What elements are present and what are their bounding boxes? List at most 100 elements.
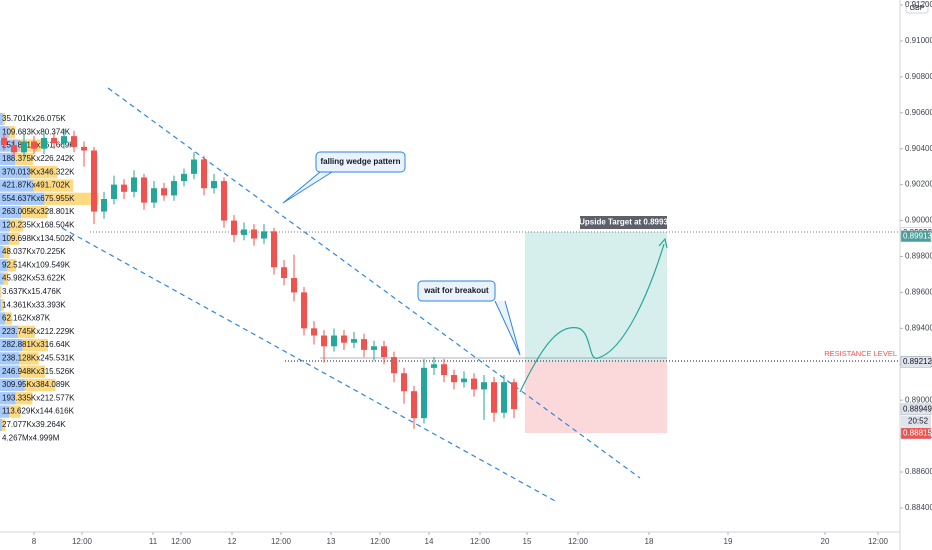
projection-arrow	[519, 243, 665, 393]
profile-sell	[44, 192, 99, 205]
x-tick-label: 18	[645, 537, 654, 546]
candle-body	[441, 364, 447, 376]
plot: 35.701Kx26.075K 109.683Kx80.374K 251.881Kx…	[0, 112, 517, 442]
profile-total: 4.267Mx4.999M	[2, 433, 60, 442]
profile-sell	[9, 219, 24, 232]
profile-buy	[0, 338, 23, 352]
candle-body	[461, 378, 467, 383]
profile-sell	[33, 179, 74, 192]
candle-body	[251, 229, 257, 239]
candle-body	[451, 375, 457, 383]
profile-sell	[2, 418, 6, 432]
candle-body	[161, 188, 167, 196]
profile-buy	[0, 325, 18, 338]
price-tag-label: 0.89212	[903, 357, 932, 366]
profile-sell	[21, 205, 48, 219]
profile-sell	[8, 232, 20, 245]
profile-sell	[8, 126, 16, 139]
profile-sell	[9, 405, 21, 418]
candle-body	[231, 220, 237, 235]
profile-buy	[0, 272, 4, 285]
x-tick-label: 11	[149, 537, 158, 546]
profile-sell	[2, 112, 5, 126]
profile-sell	[19, 352, 39, 365]
axes: 0.91200 0.91000 0.90800 0.90600 0.90400 0.902…	[32, 0, 932, 546]
y-tick-label: 0.89400	[905, 323, 932, 332]
candle-body	[401, 373, 407, 392]
profile-label: 92.514Kx109.549K	[2, 260, 71, 269]
candle-body	[151, 188, 157, 203]
countdown-box	[901, 415, 931, 427]
profile-label: 109.683Kx80.374K	[2, 127, 71, 136]
candle-body	[471, 378, 477, 390]
callout-box	[315, 151, 406, 173]
profile-label: 27.077Kx39.264K	[2, 420, 66, 429]
resistance-label: RESISTANCE LEVEL	[824, 349, 897, 358]
y-tick-label: 0.90200	[905, 180, 932, 189]
profile-buy	[0, 126, 9, 139]
profile-label: 238.128Kx245.531K	[2, 354, 75, 363]
candle-body	[101, 199, 107, 212]
candle-body	[381, 346, 387, 358]
profile-label: 554.637Kx675.955K	[2, 194, 75, 203]
y-tick-label: 0.91000	[905, 36, 932, 45]
y-tick-label: 0.89000	[905, 395, 932, 404]
price-tag	[900, 356, 932, 368]
y-tick-label: 0.89600	[905, 288, 932, 297]
callout-text: wait for breakout	[423, 286, 489, 295]
candle-body	[321, 335, 327, 347]
profile-buy	[0, 312, 5, 325]
callout-box	[417, 280, 496, 302]
x-tick-label: 14	[425, 537, 434, 546]
profile-label: 251.881Kx261.669K	[2, 141, 75, 150]
y-tick-label: 0.90800	[905, 72, 932, 81]
profile-label: 188.375Kx226.242K	[2, 154, 75, 163]
profile-sell	[3, 272, 8, 285]
countdown: 20:52	[908, 416, 929, 425]
x-tick-label: 19	[724, 537, 733, 546]
candle-body	[211, 181, 217, 189]
candle-body	[71, 136, 77, 147]
price-tag	[900, 230, 932, 242]
candle-body	[91, 150, 97, 212]
profile-sell	[24, 378, 56, 392]
x-tick-label: 12:00	[171, 537, 192, 546]
profile-sell	[4, 312, 12, 325]
profile-sell	[0, 285, 2, 299]
drawings	[61, 87, 900, 503]
profile-sell	[22, 338, 48, 352]
profile-label: 263.005Kx328.801K	[2, 207, 75, 216]
candle-body	[141, 177, 147, 203]
profile-buy	[0, 352, 20, 365]
candle-body	[81, 146, 87, 151]
target-zone	[525, 232, 667, 361]
candle-body	[341, 335, 347, 343]
x-tick-label: 12:00	[370, 537, 391, 546]
profile-label: 113.629Kx144.616K	[2, 407, 75, 416]
x-tick-label: 15	[523, 537, 532, 546]
profile-buy	[0, 365, 20, 378]
callout-pointer	[494, 300, 521, 356]
x-tick-label: 12:00	[271, 537, 292, 546]
profile-buy	[0, 219, 10, 232]
candle-body	[421, 367, 427, 419]
x-tick-label: 12:00	[868, 537, 889, 546]
y-tick-label: 0.91200	[905, 0, 932, 9]
price-tag-label: 0.88949	[903, 404, 932, 413]
profile-label: 109.698Kx134.502K	[2, 234, 75, 243]
candle-body	[191, 159, 197, 174]
candle-body	[291, 278, 297, 293]
candle-body	[41, 137, 47, 149]
profile-label: 421.87Kx491.702K	[2, 181, 71, 190]
profile-buy	[0, 259, 8, 272]
profile-buy	[0, 378, 25, 392]
y-tick-label: 0.89800	[905, 252, 932, 261]
profile-buy	[0, 152, 16, 166]
profile-buy	[0, 418, 3, 432]
profile-sell	[15, 392, 33, 405]
y-tick-label: 0.90000	[905, 216, 932, 225]
candle-body	[261, 231, 267, 239]
currency-box	[905, 1, 929, 14]
profile-label: 35.701Kx26.075K	[2, 114, 66, 123]
